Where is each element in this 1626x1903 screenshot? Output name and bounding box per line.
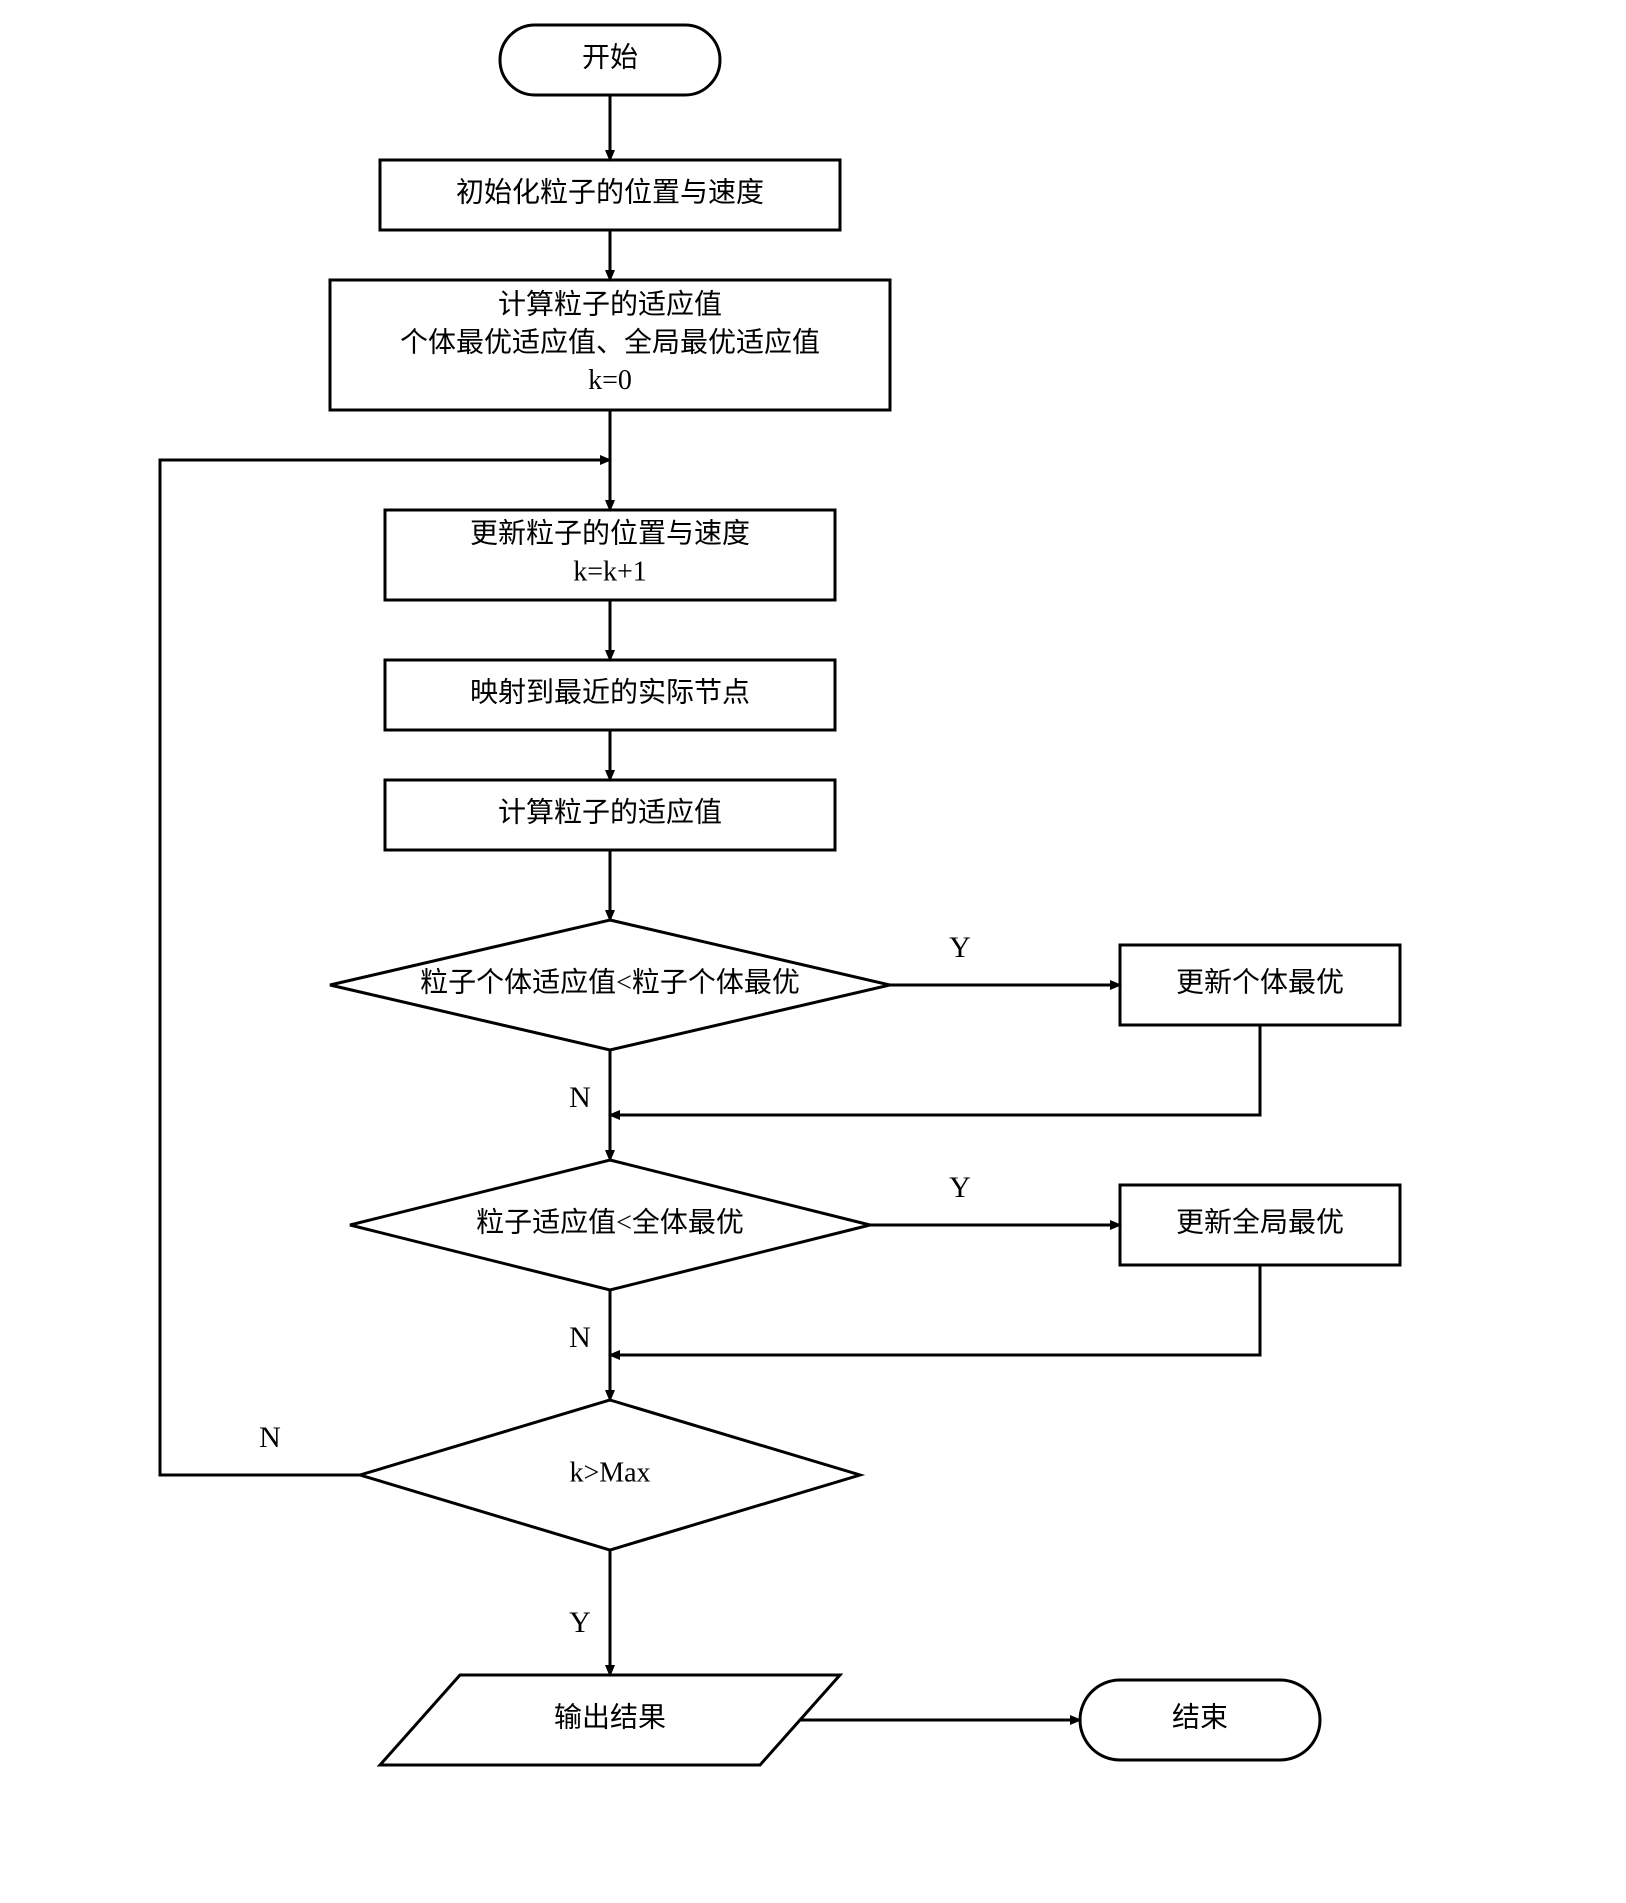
svg-text:k=0: k=0 [588, 365, 632, 396]
edge-upd2-merge2 [610, 1265, 1260, 1355]
node-end: 结束 [1080, 1680, 1320, 1760]
edge-label: Y [569, 1606, 591, 1639]
svg-text:结束: 结束 [1172, 1701, 1228, 1733]
node-d2: 粒子适应值<全体最优 [350, 1160, 870, 1290]
node-upd1: 更新个体最优 [1120, 945, 1400, 1025]
svg-text:计算粒子的适应值: 计算粒子的适应值 [498, 289, 722, 321]
svg-text:初始化粒子的位置与速度: 初始化粒子的位置与速度 [456, 176, 764, 208]
svg-text:粒子个体适应值<粒子个体最优: 粒子个体适应值<粒子个体最优 [420, 966, 800, 998]
node-calc0: 计算粒子的适应值个体最优适应值、全局最优适应值 k=0 [330, 280, 890, 410]
node-start: 开始 [500, 25, 720, 95]
edge-label: N [259, 1421, 281, 1454]
node-d3: k>Max [360, 1400, 860, 1550]
node-upd2: 更新全局最优 [1120, 1185, 1400, 1265]
svg-text:更新个体最优: 更新个体最优 [1176, 966, 1344, 998]
node-d1: 粒子个体适应值<粒子个体最优 [330, 920, 890, 1050]
node-calc: 计算粒子的适应值 [385, 780, 835, 850]
svg-text:计算粒子的适应值: 计算粒子的适应值 [498, 796, 722, 828]
svg-text:开始: 开始 [582, 41, 638, 73]
svg-text:输出结果: 输出结果 [554, 1701, 666, 1733]
svg-text:个体最优适应值、全局最优适应值: 个体最优适应值、全局最优适应值 [400, 326, 820, 358]
node-init: 初始化粒子的位置与速度 [380, 160, 840, 230]
node-map: 映射到最近的实际节点 [385, 660, 835, 730]
edge-label: N [569, 1081, 591, 1114]
svg-text:k>Max: k>Max [569, 1457, 650, 1488]
edge-label: Y [949, 931, 971, 964]
svg-text:k=k+1: k=k+1 [573, 556, 647, 587]
svg-text:映射到最近的实际节点: 映射到最近的实际节点 [470, 676, 750, 708]
edge-upd1-merge1 [610, 1025, 1260, 1115]
node-update: 更新粒子的位置与速度 k=k+1 [385, 510, 835, 600]
flowchart-canvas: 开始初始化粒子的位置与速度计算粒子的适应值个体最优适应值、全局最优适应值k=0更… [0, 0, 1626, 1903]
svg-text:粒子适应值<全体最优: 粒子适应值<全体最优 [476, 1206, 744, 1238]
node-out: 输出结果 [380, 1675, 840, 1765]
svg-text:更新粒子的位置与速度: 更新粒子的位置与速度 [470, 518, 750, 550]
svg-text:更新全局最优: 更新全局最优 [1176, 1206, 1344, 1238]
edge-label: Y [949, 1171, 971, 1204]
edge-label: N [569, 1321, 591, 1354]
